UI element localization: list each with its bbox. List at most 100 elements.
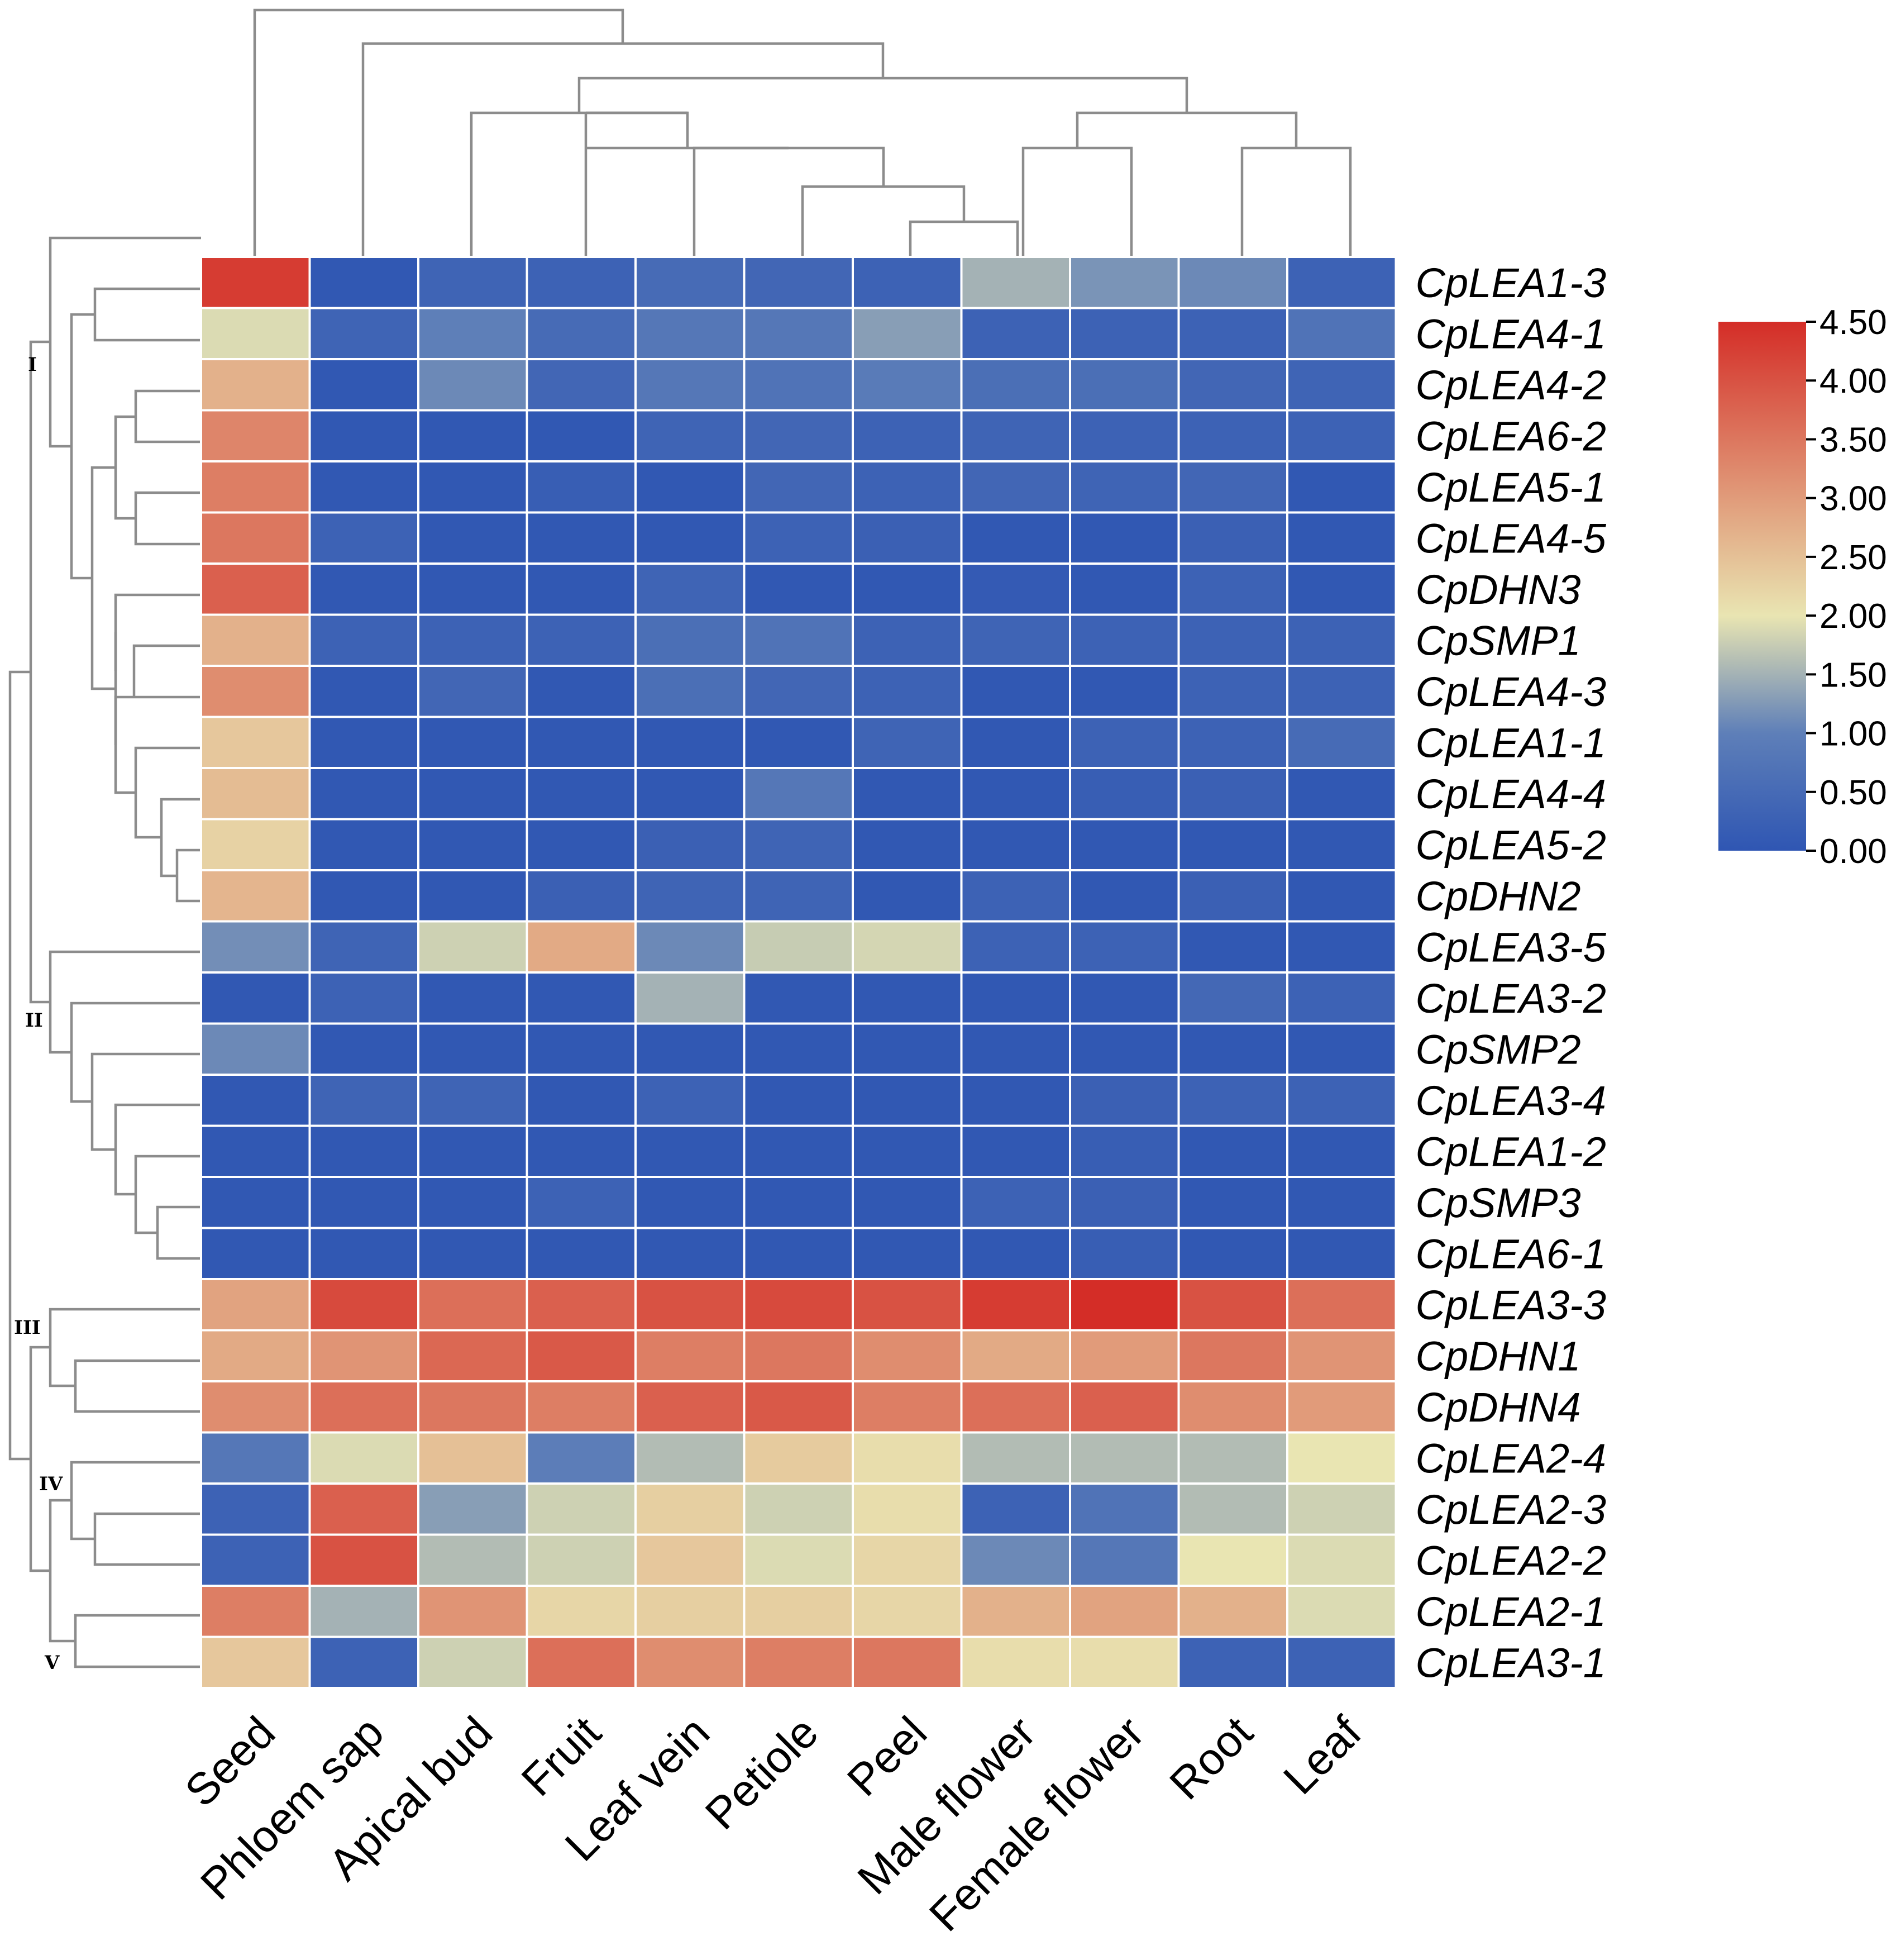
heatmap-cell: [1069, 1227, 1180, 1280]
row-label: CpLEA6-1: [1416, 1231, 1606, 1277]
heatmap-cell: [634, 1278, 746, 1332]
row-label: CpLEA3-3: [1416, 1282, 1606, 1328]
heatmap-cell: [634, 1329, 746, 1382]
heatmap-cell: [852, 1635, 963, 1689]
heatmap-cell: [1069, 562, 1180, 616]
heatmap-cell: [417, 562, 528, 616]
colorbar-gradient: [1718, 322, 1806, 851]
heatmap-cell: [634, 665, 746, 718]
heatmap-cell: [743, 716, 854, 769]
heatmap-cell: [852, 1482, 963, 1536]
colorbar-tick-label: 4.00: [1819, 362, 1887, 400]
heatmap-cell: [1177, 256, 1288, 309]
heatmap-cell: [852, 1124, 963, 1178]
row-label: CpLEA4-4: [1416, 771, 1606, 817]
heatmap-cell: [960, 1022, 1071, 1076]
row-label: CpDHN3: [1416, 566, 1581, 613]
heatmap-cells: [200, 256, 1397, 1689]
heatmap-cell: [417, 1329, 528, 1382]
heatmap-cell: [308, 409, 419, 462]
row-label: CpLEA3-4: [1416, 1077, 1606, 1124]
cluster-label-IV: IV: [39, 1473, 63, 1495]
heatmap-cell: [852, 818, 963, 871]
row-label: CpLEA4-3: [1416, 669, 1606, 715]
heatmap-cell: [417, 1278, 528, 1332]
heatmap-cell: [743, 460, 854, 514]
heatmap-cell: [743, 409, 854, 462]
heatmap-cell: [1177, 1431, 1288, 1485]
heatmap-cell: [634, 767, 746, 821]
heatmap-cell: [1177, 307, 1288, 360]
heatmap-cell: [200, 562, 311, 616]
heatmap-cell: [308, 1227, 419, 1280]
heatmap-cell: [1069, 1176, 1180, 1229]
heatmap-cell: [308, 818, 419, 871]
heatmap-cell: [1177, 665, 1288, 718]
heatmap-cell: [1177, 1533, 1288, 1587]
cluster-labels: I II III IV V: [14, 354, 63, 1674]
heatmap-cell: [1069, 1482, 1180, 1536]
heatmap-cell: [852, 971, 963, 1025]
heatmap-cell: [743, 869, 854, 923]
heatmap-cell: [634, 1635, 746, 1689]
heatmap-cell: [417, 409, 528, 462]
heatmap-cell: [1177, 869, 1288, 923]
heatmap-cell: [526, 665, 637, 718]
heatmap-cell: [852, 1227, 963, 1280]
heatmap-cell: [1286, 256, 1397, 309]
row-label: CpDHN4: [1416, 1384, 1581, 1430]
heatmap-cell: [200, 409, 311, 462]
heatmap-cell: [200, 460, 311, 514]
heatmap-cell: [417, 511, 528, 565]
row-label: CpLEA1-3: [1416, 260, 1606, 306]
heatmap-cell: [960, 1482, 1071, 1536]
heatmap-cell: [960, 460, 1071, 514]
heatmap-cell: [526, 1635, 637, 1689]
heatmap-cell: [417, 1533, 528, 1587]
colorbar-tick-label: 1.00: [1819, 715, 1887, 754]
heatmap-cell: [526, 818, 637, 871]
heatmap-cell: [743, 1022, 854, 1076]
heatmap-cell: [634, 869, 746, 923]
heatmap-cell: [743, 1585, 854, 1638]
heatmap-cell: [960, 1380, 1071, 1434]
heatmap-cell: [960, 716, 1071, 769]
heatmap-cell: [1069, 460, 1180, 514]
heatmap-cell: [743, 1635, 854, 1689]
heatmap-cell: [1177, 460, 1288, 514]
heatmap-cell: [308, 971, 419, 1025]
heatmap-cell: [308, 1585, 419, 1638]
heatmap-cell: [1069, 511, 1180, 565]
heatmap-cell: [743, 1124, 854, 1178]
heatmap-cell: [960, 358, 1071, 412]
heatmap-cell: [960, 818, 1071, 871]
heatmap-cell: [634, 1585, 746, 1638]
heatmap-cell: [852, 1022, 963, 1076]
heatmap-cell: [1177, 1278, 1288, 1332]
heatmap-cell: [634, 1176, 746, 1229]
heatmap-cell: [1177, 818, 1288, 871]
heatmap-cell: [1286, 1124, 1397, 1178]
heatmap-cell: [960, 1431, 1071, 1485]
heatmap-cell: [1286, 1227, 1397, 1280]
heatmap-cell: [1069, 920, 1180, 974]
heatmap-cell: [743, 1329, 854, 1382]
colorbar-tick-label: 0.50: [1819, 774, 1887, 812]
heatmap-cell: [634, 818, 746, 871]
heatmap-cell: [417, 1585, 528, 1638]
heatmap-cell: [743, 920, 854, 974]
column-label: Leaf: [1274, 1707, 1371, 1804]
heatmap-cell: [634, 358, 746, 412]
heatmap-cell: [308, 613, 419, 667]
heatmap-cell: [1069, 1431, 1180, 1485]
heatmap-cell: [526, 1585, 637, 1638]
heatmap-cell: [634, 460, 746, 514]
row-label: CpLEA5-2: [1416, 822, 1606, 868]
row-labels: CpLEA1-3 CpLEA4-1 CpLEA4-2 CpLEA6-2 CpLEA5-1…: [1416, 260, 1607, 1686]
row-label: CpLEA1-1: [1416, 719, 1606, 766]
colorbar-tick-label: 2.00: [1819, 597, 1887, 636]
heatmap-cell: [308, 562, 419, 616]
row-label: CpLEA1-2: [1416, 1128, 1606, 1175]
heatmap-cell: [526, 1533, 637, 1587]
heatmap-cell: [634, 1022, 746, 1076]
